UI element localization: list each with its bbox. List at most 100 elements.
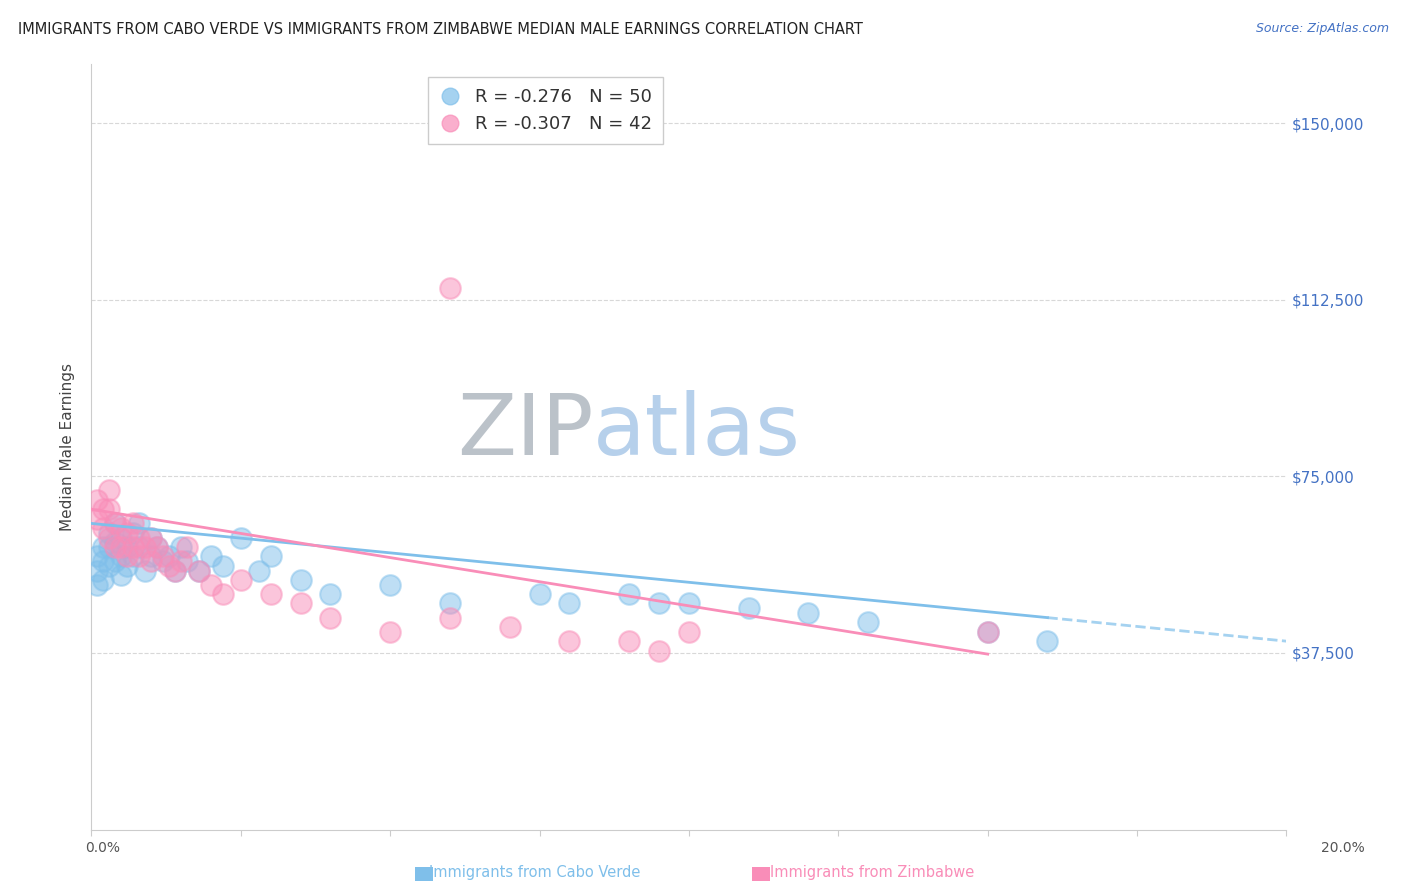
Point: [1036, 634, 1059, 648]
Point: [188, 564, 211, 578]
Point: [110, 549, 132, 564]
Point: [619, 587, 641, 601]
Point: [98, 483, 121, 498]
Point: [229, 531, 252, 545]
Point: [678, 597, 700, 611]
Point: [200, 549, 222, 564]
Point: [134, 540, 156, 554]
Point: [858, 615, 880, 630]
Point: [200, 577, 222, 591]
Point: [976, 624, 998, 639]
Point: [115, 549, 138, 564]
Point: [115, 525, 138, 540]
Point: [104, 540, 127, 554]
Point: [558, 597, 581, 611]
Point: [290, 597, 312, 611]
Point: [104, 554, 127, 568]
Point: [141, 549, 163, 564]
Point: [558, 634, 581, 648]
Point: [98, 558, 121, 573]
Point: [122, 549, 145, 564]
Point: [128, 549, 150, 564]
Point: [146, 540, 169, 554]
Point: [319, 587, 342, 601]
Point: [439, 610, 461, 624]
Point: [170, 540, 193, 554]
Point: [439, 281, 461, 295]
Point: [122, 516, 145, 531]
Point: [134, 564, 156, 578]
Point: [110, 531, 132, 545]
Point: [86, 512, 108, 526]
Point: [110, 540, 132, 554]
Point: [529, 587, 551, 601]
Point: [110, 568, 132, 582]
Point: [176, 540, 198, 554]
Point: [98, 525, 121, 540]
Point: [146, 540, 169, 554]
Point: [141, 531, 163, 545]
Point: [122, 525, 145, 540]
Point: [380, 577, 402, 591]
Point: [128, 516, 150, 531]
Text: Source: ZipAtlas.com: Source: ZipAtlas.com: [1256, 22, 1389, 36]
Point: [211, 587, 233, 601]
Point: [648, 643, 671, 657]
Point: [98, 531, 121, 545]
Text: Immigrants from Zimbabwe: Immigrants from Zimbabwe: [769, 865, 974, 880]
Text: 0.0%: 0.0%: [86, 841, 120, 855]
Point: [122, 540, 145, 554]
Point: [104, 516, 127, 531]
Point: [211, 558, 233, 573]
Point: [104, 535, 127, 549]
Legend: R = -0.276   N = 50, R = -0.307   N = 42: R = -0.276 N = 50, R = -0.307 N = 42: [429, 77, 662, 144]
Point: [104, 516, 127, 531]
Point: [229, 573, 252, 587]
Point: [86, 549, 108, 564]
Point: [110, 521, 132, 535]
Point: [157, 558, 180, 573]
Point: [678, 624, 700, 639]
Point: [319, 610, 342, 624]
Point: [115, 558, 138, 573]
Point: [188, 564, 211, 578]
Point: [157, 549, 180, 564]
Point: [290, 573, 312, 587]
Point: [619, 634, 641, 648]
Point: [737, 601, 759, 615]
Point: [93, 573, 115, 587]
Point: [259, 587, 281, 601]
Point: [98, 540, 121, 554]
Y-axis label: Median Male Earnings: Median Male Earnings: [60, 363, 76, 531]
Point: [499, 620, 522, 634]
Point: [170, 554, 193, 568]
Text: IMMIGRANTS FROM CABO VERDE VS IMMIGRANTS FROM ZIMBABWE MEDIAN MALE EARNINGS CORR: IMMIGRANTS FROM CABO VERDE VS IMMIGRANTS…: [18, 22, 863, 37]
Point: [93, 540, 115, 554]
Point: [86, 564, 108, 578]
Point: [86, 577, 108, 591]
Text: ZIP: ZIP: [457, 390, 593, 473]
Point: [163, 564, 186, 578]
Point: [797, 606, 820, 620]
Point: [152, 554, 174, 568]
Point: [976, 624, 998, 639]
Point: [93, 521, 115, 535]
Point: [86, 492, 108, 507]
Point: [247, 564, 270, 578]
Point: [141, 531, 163, 545]
Point: [648, 597, 671, 611]
Point: [93, 554, 115, 568]
Point: [128, 531, 150, 545]
Point: [439, 597, 461, 611]
Point: [115, 540, 138, 554]
Point: [380, 624, 402, 639]
Point: [259, 549, 281, 564]
Point: [163, 564, 186, 578]
Point: [152, 549, 174, 564]
Point: [128, 540, 150, 554]
Text: atlas: atlas: [593, 390, 801, 473]
Point: [93, 502, 115, 516]
Text: Immigrants from Cabo Verde: Immigrants from Cabo Verde: [429, 865, 640, 880]
Point: [98, 502, 121, 516]
Point: [141, 554, 163, 568]
